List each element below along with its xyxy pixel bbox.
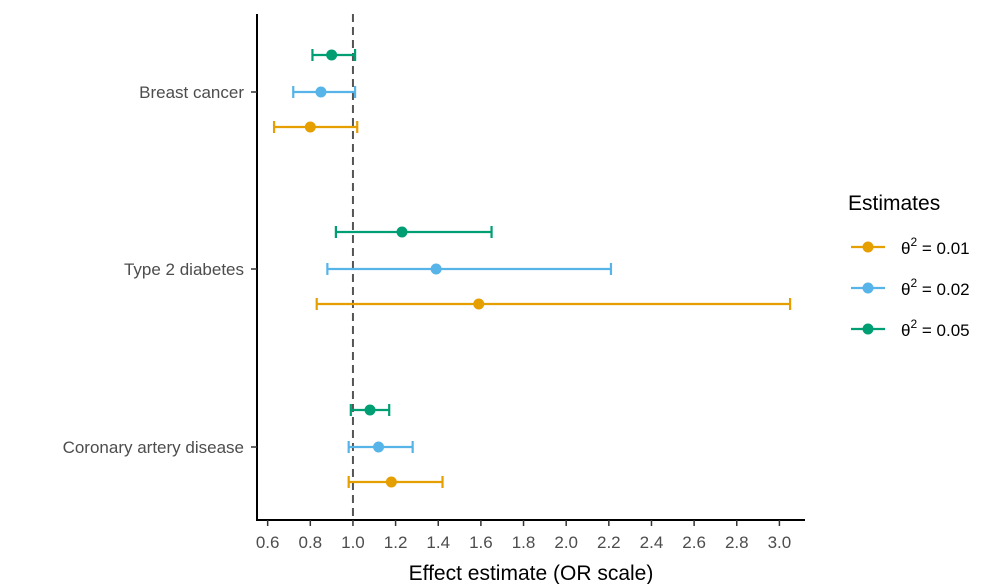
x-tick-label: 2.0 — [554, 533, 578, 552]
x-tick-label: 2.4 — [640, 533, 664, 552]
x-tick-label: 1.4 — [426, 533, 450, 552]
point-estimate — [473, 298, 485, 310]
x-axis-title: Effect estimate (OR scale) — [409, 562, 654, 584]
x-tick-label: 2.2 — [597, 533, 621, 552]
point-estimate — [364, 404, 376, 416]
category-label: Coronary artery disease — [63, 438, 244, 457]
x-tick-label: 3.0 — [768, 533, 792, 552]
category-label: Breast cancer — [139, 83, 244, 102]
x-tick-label: 2.6 — [682, 533, 706, 552]
x-tick-label: 2.8 — [725, 533, 749, 552]
x-tick-label: 1.8 — [512, 533, 536, 552]
x-tick-label: 1.2 — [384, 533, 408, 552]
legend-title: Estimates — [848, 192, 940, 215]
legend-entry-label: θ2 = 0.05 — [901, 317, 970, 340]
legend-key-point — [862, 323, 874, 335]
point-estimate — [315, 86, 327, 98]
x-tick-label: 1.0 — [341, 533, 365, 552]
point-estimate — [373, 441, 385, 453]
legend-entry-label: θ2 = 0.02 — [901, 276, 970, 299]
x-tick-label: 1.6 — [469, 533, 493, 552]
x-tick-label: 0.6 — [256, 533, 280, 552]
legend-key-point — [862, 241, 874, 253]
point-estimate — [326, 49, 338, 61]
x-tick-label: 0.8 — [298, 533, 322, 552]
point-estimate — [385, 476, 397, 488]
legend-entry-label: θ2 = 0.01 — [901, 235, 970, 258]
legend: Estimates θ2 = 0.01 θ2 = 0.02 θ2 = 0.05 — [848, 192, 970, 340]
point-estimate — [430, 263, 442, 275]
point-estimate — [396, 226, 408, 238]
point-estimate — [304, 121, 316, 133]
category-label: Type 2 diabetes — [124, 260, 244, 279]
legend-key-point — [862, 282, 874, 294]
